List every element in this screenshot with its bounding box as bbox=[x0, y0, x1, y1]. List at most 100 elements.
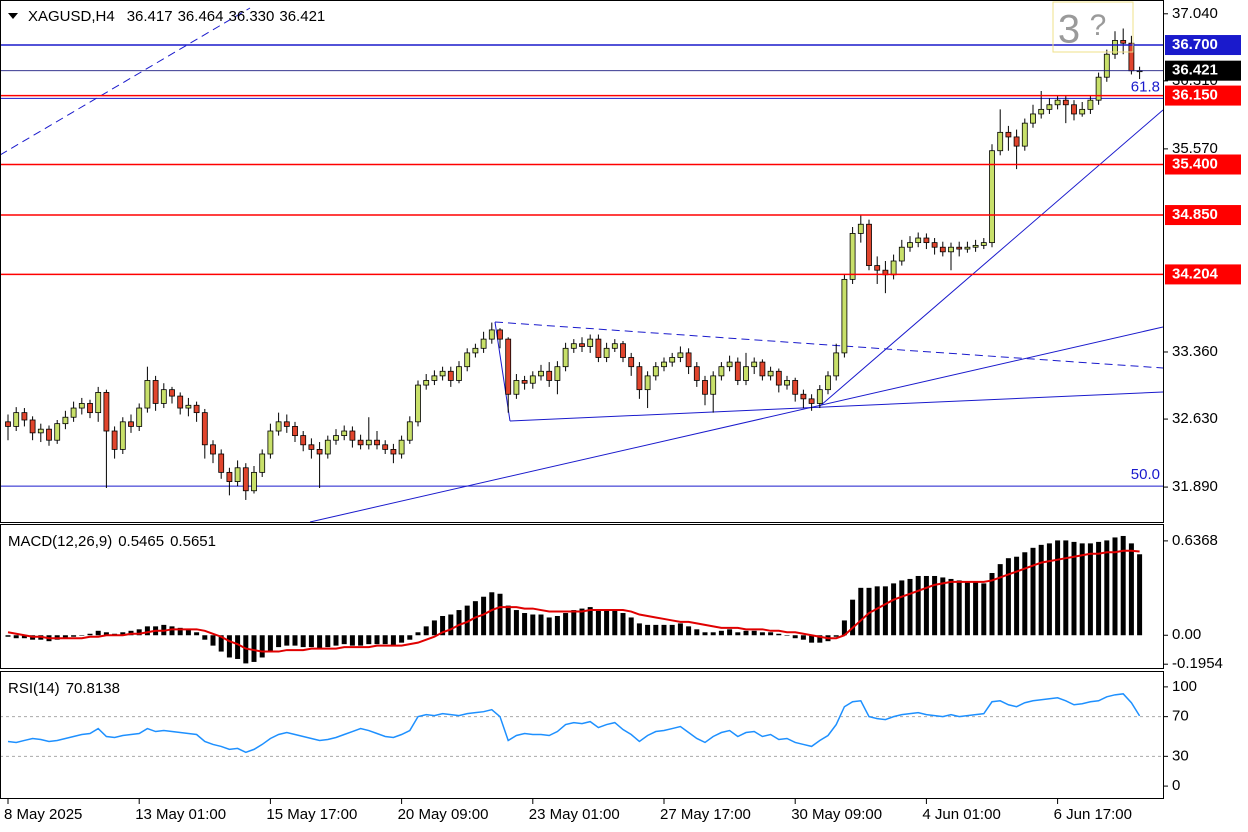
signal-line bbox=[7, 549, 1140, 653]
level-label: 34.204 bbox=[1172, 265, 1219, 282]
macd-bar bbox=[932, 575, 938, 636]
level-label: 36.700 bbox=[1172, 36, 1218, 53]
candle-body bbox=[792, 380, 799, 395]
candle-body bbox=[497, 329, 503, 340]
macd-bar bbox=[399, 635, 405, 643]
candle-body bbox=[95, 392, 102, 414]
y-tick-label: 0 bbox=[1172, 777, 1180, 794]
candle-body bbox=[931, 242, 938, 248]
macd-bar bbox=[1005, 558, 1011, 636]
candle-body bbox=[431, 375, 438, 381]
candle-body bbox=[78, 403, 85, 409]
panel-frame bbox=[0, 671, 1164, 799]
candle-body bbox=[390, 448, 397, 455]
level-box bbox=[1165, 264, 1241, 285]
candle-body bbox=[767, 370, 774, 377]
candle-body bbox=[341, 430, 348, 437]
trend-line bbox=[1, 7, 251, 155]
annotation-box bbox=[1052, 1, 1134, 53]
candle-body bbox=[1120, 40, 1127, 44]
macd-bar bbox=[1112, 537, 1118, 636]
annotation: 3 bbox=[1058, 8, 1080, 52]
candle-body bbox=[128, 421, 134, 427]
macd-bar bbox=[645, 624, 651, 636]
x-tick-label: 27 May 17:00 bbox=[660, 806, 751, 823]
macd-bar bbox=[1014, 556, 1020, 636]
macd-bar bbox=[333, 635, 339, 646]
y-tick-label: 0.6368 bbox=[1172, 532, 1218, 549]
fib-label: 61.8 bbox=[1131, 78, 1160, 95]
y-tick-label: 70 bbox=[1172, 708, 1189, 725]
panel-frame bbox=[0, 524, 1164, 669]
macd-bar bbox=[194, 632, 200, 636]
candle-body bbox=[693, 366, 700, 381]
candle-body bbox=[1046, 104, 1053, 110]
macd-bar bbox=[79, 635, 85, 636]
close-quote: 36.421 bbox=[279, 8, 325, 25]
macd-bar bbox=[915, 575, 921, 636]
macd-bar bbox=[776, 633, 782, 636]
macd-bar bbox=[546, 617, 552, 636]
macd-bar bbox=[800, 635, 806, 640]
candle-body bbox=[816, 389, 823, 404]
macd-bar bbox=[997, 564, 1003, 636]
level-box bbox=[1165, 35, 1241, 56]
macd-bar bbox=[1030, 547, 1036, 636]
macd-bar bbox=[448, 614, 454, 636]
macd-bar bbox=[71, 635, 77, 637]
candle-body bbox=[292, 426, 298, 437]
trend-line bbox=[494, 321, 1163, 369]
candle-body bbox=[193, 404, 200, 414]
candle-body bbox=[251, 471, 257, 492]
candle-body bbox=[160, 389, 167, 404]
macd-bar bbox=[833, 635, 839, 637]
candle-body bbox=[587, 338, 594, 347]
macd-bar bbox=[62, 635, 68, 639]
macd-bar bbox=[964, 581, 970, 636]
macd-bar bbox=[1128, 543, 1134, 636]
macd-bar bbox=[382, 635, 388, 645]
candle-body bbox=[562, 347, 569, 368]
x-tick-label: 23 May 01:00 bbox=[529, 806, 620, 823]
panel-frame bbox=[0, 0, 1164, 523]
candle-body bbox=[956, 246, 963, 250]
candle-body bbox=[300, 435, 307, 446]
y-tick-label: 35.570 bbox=[1172, 140, 1218, 157]
candle-body bbox=[890, 260, 897, 276]
candle-body bbox=[54, 423, 61, 441]
candle-body bbox=[210, 444, 216, 455]
candle-body bbox=[972, 244, 979, 248]
macd-bar bbox=[13, 635, 19, 639]
y-tick-label: 37.040 bbox=[1172, 5, 1218, 22]
macd-bar bbox=[612, 610, 618, 636]
macd-bar bbox=[1063, 540, 1069, 636]
macd-bar bbox=[366, 635, 372, 645]
trend-line bbox=[309, 326, 1163, 522]
current-price-label: 36.421 bbox=[1172, 62, 1218, 79]
x-tick-label: 13 May 01:00 bbox=[135, 806, 226, 823]
candle-body bbox=[751, 361, 758, 368]
macd-bar bbox=[677, 623, 683, 636]
macd-bar bbox=[267, 635, 273, 652]
candle-body bbox=[718, 366, 725, 377]
candle-body bbox=[603, 347, 610, 358]
candle-body bbox=[513, 380, 520, 395]
candle-body bbox=[169, 389, 175, 397]
candle-body bbox=[800, 393, 807, 400]
y-tick-label: 31.890 bbox=[1172, 478, 1218, 495]
macd-bar bbox=[276, 635, 282, 648]
macd-bar bbox=[210, 635, 216, 646]
candle-body bbox=[1030, 113, 1036, 124]
menu-arrow[interactable] bbox=[8, 13, 18, 19]
macd-bar bbox=[784, 635, 790, 636]
candle-body bbox=[1062, 99, 1069, 106]
candle-body bbox=[70, 407, 77, 418]
macd-bar bbox=[686, 626, 692, 636]
rsi-title: RSI(14) bbox=[8, 680, 60, 697]
candle-body bbox=[218, 453, 225, 473]
macd-bar bbox=[571, 610, 577, 636]
macd-title: MACD(12,26,9) bbox=[8, 533, 112, 550]
macd-bar bbox=[251, 635, 257, 662]
macd-bar bbox=[431, 620, 437, 636]
macd-bar bbox=[522, 613, 528, 636]
